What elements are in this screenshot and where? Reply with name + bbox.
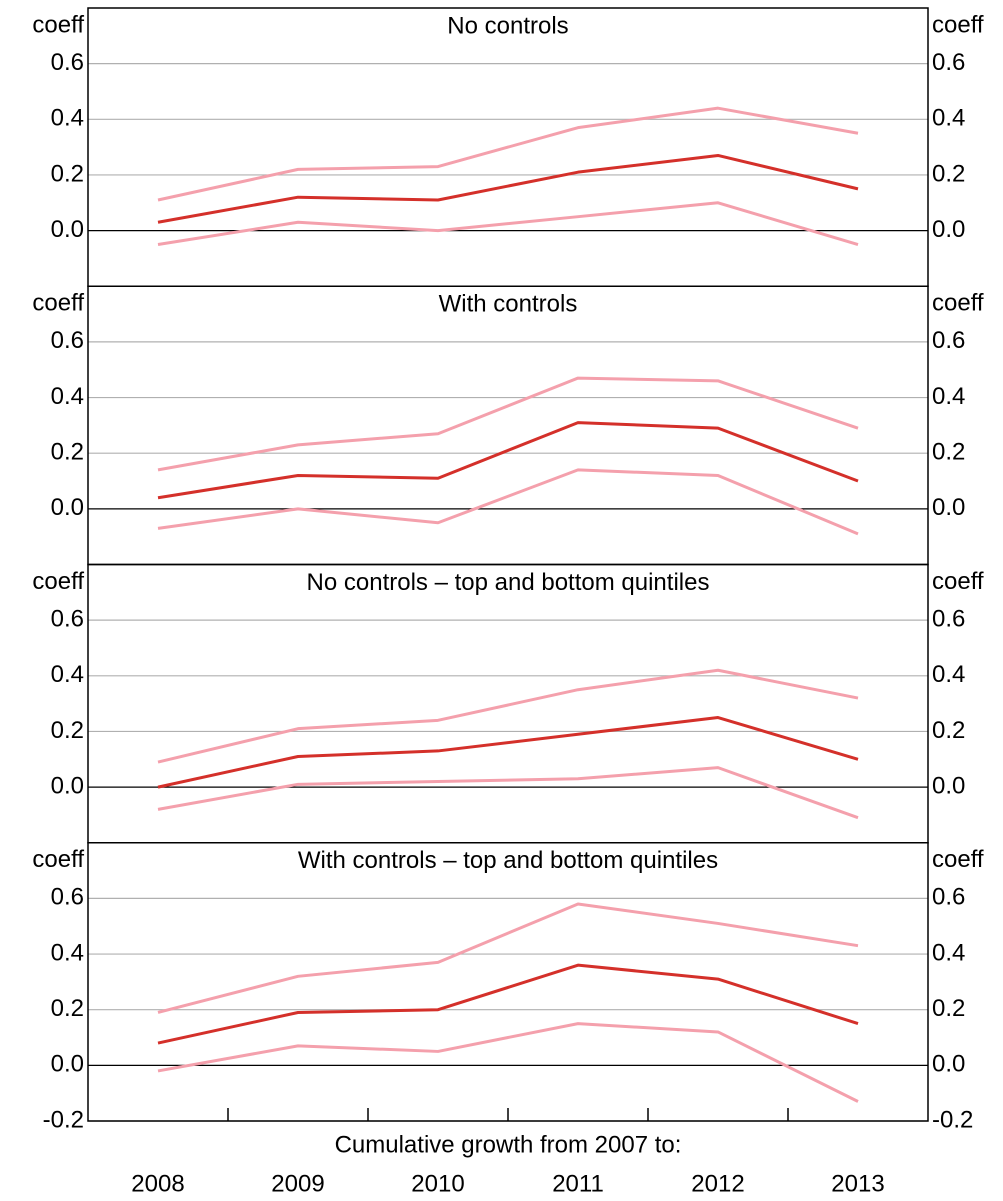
x-tick-label: 2011 <box>552 1170 604 1197</box>
series-line <box>157 766 859 820</box>
y2-tick-label: 0.6 <box>932 327 965 354</box>
y2-tick-label: 0.6 <box>932 884 965 911</box>
y-tick-label: 0.4 <box>51 661 84 688</box>
y2-tick-label: 0.2 <box>932 995 965 1022</box>
y2-unit-label: coeff <box>932 11 984 38</box>
y-tick-label: 0.2 <box>51 160 84 187</box>
panel-title: With controls <box>439 291 578 318</box>
panel-frame <box>87 285 929 566</box>
y-tick-label: 0.4 <box>51 105 84 132</box>
y-unit-label: coeff <box>32 846 84 873</box>
series-line <box>157 668 859 764</box>
x-tick-label: 2008 <box>131 1170 184 1197</box>
y-tick-label: 0.6 <box>51 605 84 632</box>
panel-title: With controls – top and bottom quintiles <box>298 847 718 874</box>
y2-tick-label: 0.6 <box>932 49 965 76</box>
y2-tick-label: 0.4 <box>932 939 965 966</box>
y-tick-label: 0.0 <box>51 1051 84 1078</box>
y-tick-label: -0.2 <box>43 1106 84 1133</box>
y-tick-label: 0.0 <box>51 772 84 799</box>
series-line <box>157 421 859 500</box>
x-tick-label: 2010 <box>411 1170 464 1197</box>
y-tick-label: 0.6 <box>51 49 84 76</box>
y-tick-label: 0.6 <box>51 884 84 911</box>
x-tick-label: 2009 <box>271 1170 324 1197</box>
series-line <box>157 468 859 536</box>
series-line <box>157 201 859 246</box>
y-tick-label: 0.2 <box>51 717 84 744</box>
y-unit-label: coeff <box>32 568 84 595</box>
y2-tick-label: 0.2 <box>932 717 965 744</box>
y-tick-label: 0.0 <box>51 216 84 243</box>
series-line <box>157 902 859 1014</box>
y2-tick-label: 0.0 <box>932 494 965 521</box>
x-tick-label: 2012 <box>691 1170 744 1197</box>
y-unit-label: coeff <box>32 290 84 317</box>
y2-tick-label: 0.2 <box>932 160 965 187</box>
y2-tick-label: 0.4 <box>932 661 965 688</box>
y-tick-label: 0.4 <box>51 383 84 410</box>
panel-frame <box>87 842 929 1122</box>
y2-tick-label: 0.4 <box>932 383 965 410</box>
x-tick-label: 2013 <box>831 1170 884 1197</box>
series-line <box>157 716 859 789</box>
y2-unit-label: coeff <box>932 290 984 317</box>
y-tick-label: 0.4 <box>51 939 84 966</box>
y2-unit-label: coeff <box>932 568 984 595</box>
y2-tick-label: 0.0 <box>932 216 965 243</box>
panel-title: No controls <box>447 12 568 39</box>
series-line <box>157 1022 859 1103</box>
y-tick-label: 0.2 <box>51 439 84 466</box>
y-tick-label: 0.2 <box>51 995 84 1022</box>
y-tick-label: 0.0 <box>51 494 84 521</box>
y-tick-label: 0.6 <box>51 327 84 354</box>
y2-tick-label: 0.0 <box>932 1051 965 1078</box>
y-unit-label: coeff <box>32 11 84 38</box>
y2-unit-label: coeff <box>932 846 984 873</box>
series-line <box>157 153 859 224</box>
x-axis-label: Cumulative growth from 2007 to: <box>335 1131 682 1158</box>
series-line <box>157 963 859 1045</box>
panel-title: No controls – top and bottom quintiles <box>307 569 710 596</box>
series-line <box>157 376 859 472</box>
series-line <box>157 106 859 202</box>
y2-tick-label: 0.4 <box>932 105 965 132</box>
y2-tick-label: 0.6 <box>932 605 965 632</box>
y2-tick-label: 0.2 <box>932 439 965 466</box>
y2-tick-label: -0.2 <box>932 1106 973 1133</box>
y2-tick-label: 0.0 <box>932 772 965 799</box>
